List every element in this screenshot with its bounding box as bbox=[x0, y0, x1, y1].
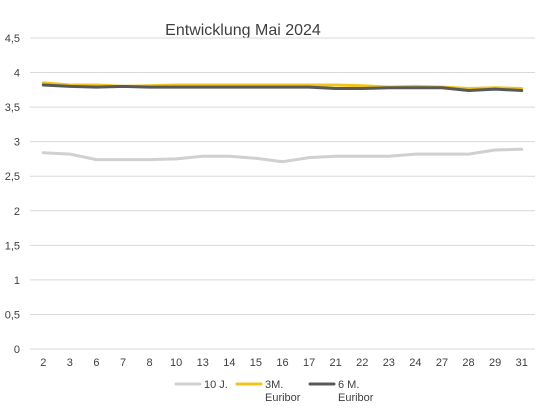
y-tick-label: 4 bbox=[14, 68, 20, 80]
y-tick-label: 1,5 bbox=[5, 240, 20, 252]
x-tick-label: 27 bbox=[436, 357, 448, 369]
x-tick-label: 7 bbox=[120, 357, 126, 369]
y-tick-label: 0 bbox=[14, 344, 20, 356]
x-tick-label: 8 bbox=[147, 357, 153, 369]
legend-label-line2: Euribor bbox=[265, 392, 301, 404]
x-tick-label: 31 bbox=[516, 357, 528, 369]
y-tick-label: 3,5 bbox=[5, 102, 20, 114]
grid-lines bbox=[30, 37, 535, 350]
chart-title: Entwicklung Mai 2024 bbox=[165, 22, 321, 39]
y-tick-label: 0,5 bbox=[5, 309, 20, 321]
x-tick-label: 16 bbox=[276, 357, 288, 369]
y-tick-label: 2 bbox=[14, 206, 20, 218]
series-lines bbox=[41, 81, 524, 164]
x-tick-label: 24 bbox=[409, 357, 421, 369]
x-tick-label: 29 bbox=[489, 357, 501, 369]
x-tick-label: 15 bbox=[250, 357, 262, 369]
x-tick-label: 23 bbox=[383, 357, 395, 369]
y-axis-tick-labels: 0 0,5 1 1,5 2 2,5 3 3,5 4 4,5 bbox=[5, 33, 20, 356]
y-tick-label: 4,5 bbox=[5, 33, 20, 45]
legend-label: 6 M. bbox=[338, 379, 359, 391]
series-line-1 bbox=[41, 147, 524, 164]
y-tick-label: 2,5 bbox=[5, 171, 20, 183]
x-tick-label: 14 bbox=[223, 357, 235, 369]
x-tick-label: 6 bbox=[93, 357, 99, 369]
x-tick-label: 22 bbox=[356, 357, 368, 369]
legend-item: 3M.Euribor bbox=[235, 379, 301, 404]
x-tick-label: 10 bbox=[170, 357, 182, 369]
x-tick-label: 13 bbox=[197, 357, 209, 369]
y-tick-label: 3 bbox=[14, 137, 20, 149]
legend-label-line2: Euribor bbox=[338, 392, 374, 404]
legend-label: 3M. bbox=[265, 379, 283, 391]
legend-item: 6 M.Euribor bbox=[308, 379, 374, 404]
x-tick-label: 28 bbox=[462, 357, 474, 369]
x-axis-tick-labels: 2 3 6 7 8 10 13 14 15 16 17 21 22 23 24 27 28 29 31 bbox=[40, 357, 528, 369]
legend-label: 10 J. bbox=[204, 379, 228, 391]
y-tick-label: 1 bbox=[14, 275, 20, 287]
legend-item: 10 J. bbox=[174, 379, 228, 391]
x-tick-label: 21 bbox=[330, 357, 342, 369]
x-tick-label: 3 bbox=[67, 357, 73, 369]
series-line-3 bbox=[41, 83, 524, 92]
x-tick-label: 2 bbox=[40, 357, 46, 369]
x-tick-label: 17 bbox=[303, 357, 315, 369]
